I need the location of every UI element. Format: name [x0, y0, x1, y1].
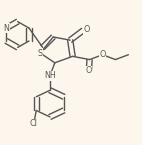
Text: S: S	[38, 49, 43, 58]
Text: Cl: Cl	[30, 119, 38, 128]
Text: O: O	[83, 25, 89, 34]
Text: O: O	[99, 50, 106, 59]
Text: NH: NH	[44, 71, 56, 80]
Text: N: N	[3, 23, 9, 33]
Text: O: O	[86, 66, 92, 75]
